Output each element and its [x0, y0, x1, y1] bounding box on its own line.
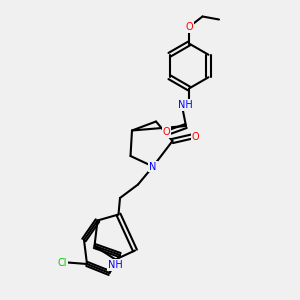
Text: O: O: [185, 22, 193, 32]
Text: O: O: [163, 127, 170, 137]
Text: Cl: Cl: [57, 257, 67, 268]
Text: O: O: [192, 131, 200, 142]
Text: NH: NH: [108, 260, 123, 270]
Text: NH: NH: [178, 100, 193, 110]
Text: N: N: [149, 161, 157, 172]
